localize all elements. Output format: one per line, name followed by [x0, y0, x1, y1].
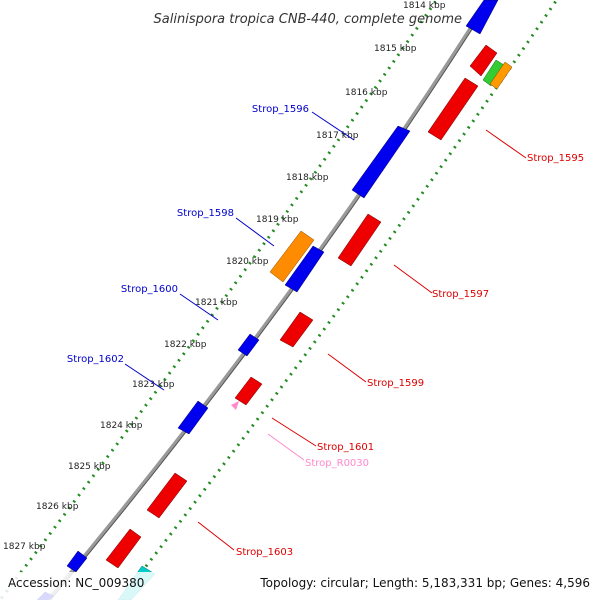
gene-arrow-forward: [237, 333, 260, 357]
tick-label: 1823 kbp: [132, 380, 175, 390]
gene-arrow-forward: [284, 245, 325, 293]
gene-label-strop-1603[interactable]: Strop_1603: [236, 547, 293, 558]
gene-label-strop-1597[interactable]: Strop_1597: [432, 289, 489, 300]
tick-label: 1824 kbp: [100, 421, 143, 431]
gene-label-strop-1602[interactable]: Strop_1602: [67, 354, 124, 365]
gene-arrow-reverse: [279, 311, 314, 348]
gene-label-strop-1598[interactable]: Strop_1598: [177, 208, 234, 219]
connector-strop-1603: [197, 521, 235, 551]
gene-arrow-forward: [465, 0, 499, 35]
gene-arrow-reverse: [234, 376, 263, 406]
connector-strop-r0030: [267, 433, 305, 461]
gene-arrow-reverse: [105, 528, 142, 569]
gene-arrow-reverse: [469, 44, 498, 77]
tick-label: 1822 kbp: [164, 340, 207, 350]
tick-labels: 1814 kbp 1815 kbp 1816 kbp 1817 kbp 1818…: [3, 1, 446, 552]
connector-strop-1601: [271, 417, 317, 447]
gene-arrow-orange: [269, 230, 315, 283]
gene-label-strop-1601[interactable]: Strop_1601: [317, 442, 374, 453]
connector-strop-1596: [311, 111, 355, 141]
connector-strop-1597: [393, 264, 433, 294]
gene-labels: Strop_1595 Strop_1596 Strop_1597 Strop_1…: [67, 104, 584, 558]
tick-label: 1819 kbp: [256, 215, 299, 225]
genome-summary-text: Topology: circular; Length: 5,183,331 bp…: [259, 576, 590, 590]
tick-label: 1827 kbp: [3, 542, 46, 552]
gene-label-strop-1599[interactable]: Strop_1599: [367, 378, 424, 389]
gene-arrow-forward: [177, 400, 209, 435]
tick-label: 1815 kbp: [374, 44, 417, 54]
tick-track-outer: [0, 0, 439, 600]
genome-backbone: [45, 0, 492, 600]
reverse-genes: [105, 44, 498, 569]
accession-text: Accession: NC_009380: [8, 576, 144, 590]
tick-label: 1814 kbp: [403, 1, 446, 11]
connector-strop-1600: [179, 293, 219, 321]
map-title: Salinispora tropica CNB-440, complete ge…: [154, 12, 462, 27]
tick-label: 1817 kbp: [316, 131, 359, 141]
connector-strop-1599: [327, 353, 367, 383]
tick-label: 1816 kbp: [345, 88, 388, 98]
tick-label: 1825 kbp: [68, 462, 111, 472]
gene-arrow-forward: [351, 125, 411, 199]
tick-label: 1820 kbp: [226, 257, 269, 267]
tick-label: 1826 kbp: [36, 502, 79, 512]
gene-label-strop-1596[interactable]: Strop_1596: [252, 104, 309, 115]
gene-label-strop-1595[interactable]: Strop_1595: [527, 153, 584, 164]
gene-arrow-orange: [489, 61, 513, 90]
gene-arrow-reverse: [146, 472, 188, 519]
connector-strop-1602: [124, 363, 165, 391]
tick-track-inner: [118, 0, 559, 600]
gene-arrow-reverse: [427, 77, 479, 141]
label-connectors: [124, 111, 527, 551]
connector-strop-1598: [235, 217, 275, 247]
rna-marker: [231, 401, 239, 410]
tick-label: 1818 kbp: [286, 173, 329, 183]
gene-arrow-forward: [66, 550, 88, 573]
tick-label: 1821 kbp: [195, 298, 238, 308]
gene-label-strop-r0030[interactable]: Strop_R0030: [305, 458, 369, 469]
connector-strop-1595: [485, 129, 527, 159]
gene-arrow-reverse: [337, 213, 382, 267]
gene-label-strop-1600[interactable]: Strop_1600: [121, 284, 178, 295]
